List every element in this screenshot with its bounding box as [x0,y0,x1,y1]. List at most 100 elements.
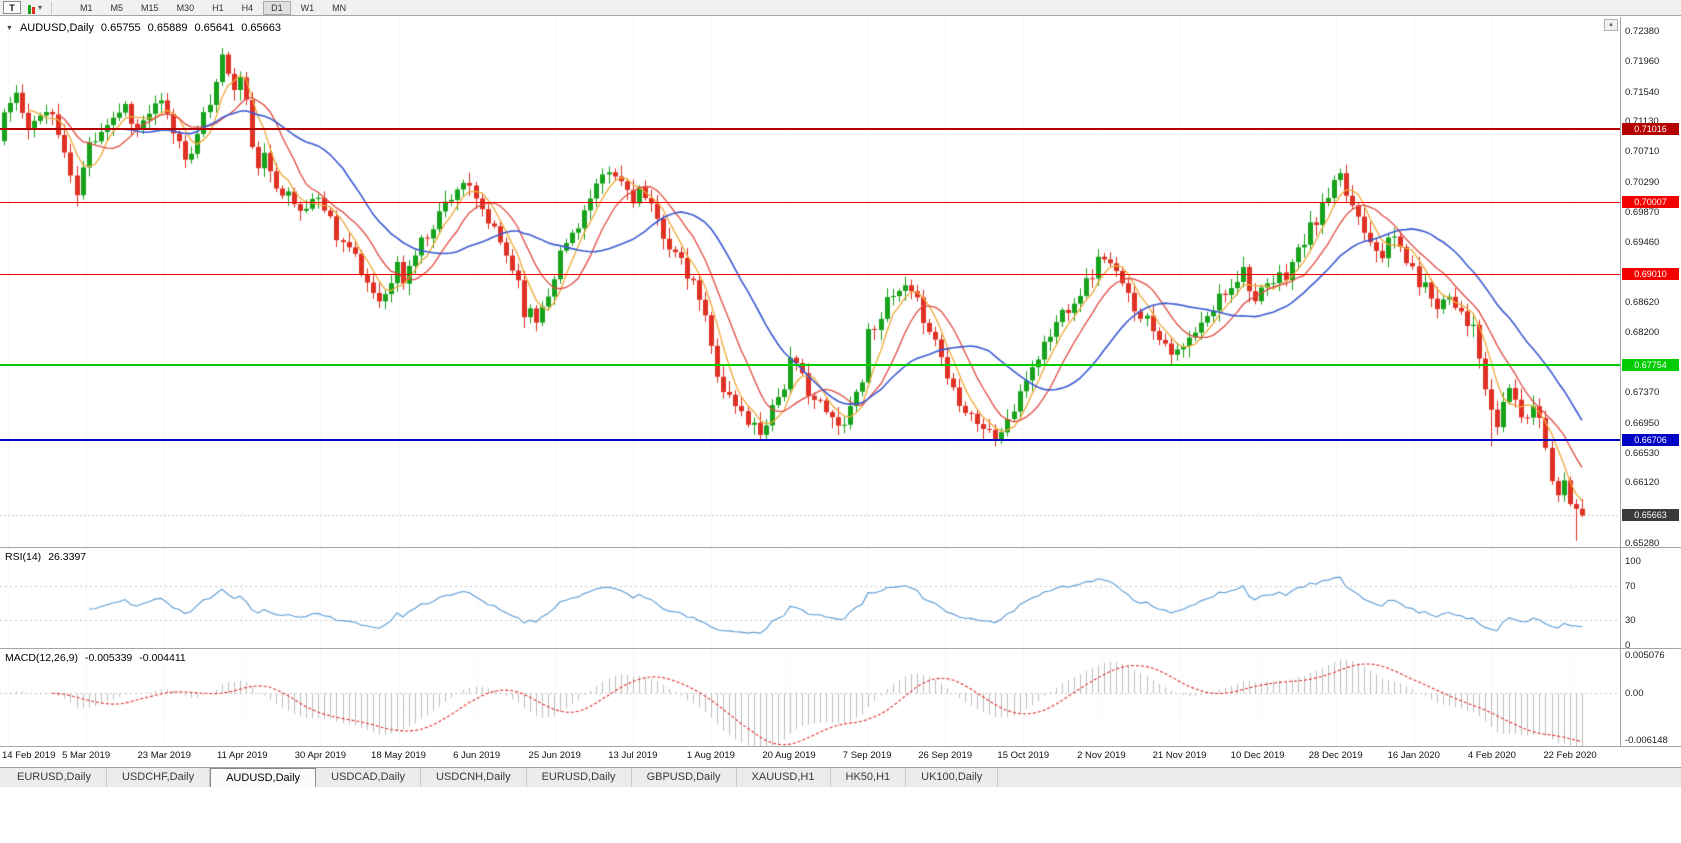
time-axis-label: 15 Oct 2019 [997,750,1050,761]
time-axis-label: 26 Sep 2019 [918,750,973,761]
high-value: 0.65889 [147,22,188,34]
time-axis-label: 18 May 2019 [371,750,426,761]
time-axis-label: 6 Jun 2019 [453,750,501,761]
rsi-header: RSI(14) 26.3397 [5,551,86,563]
time-axis-label: 13 Jul 2019 [608,750,658,761]
price-axis-label: 0.70290 [1625,176,1660,188]
time-axis-label: 23 Mar 2019 [137,750,191,761]
price-axis-label: 0.65280 [1625,538,1660,549]
low-value: 0.65641 [194,22,235,34]
price-axis-label: 0.71130 [1625,116,1659,128]
time-axis-label: 21 Nov 2019 [1152,750,1207,761]
horizontal-line-0.70007[interactable] [0,202,1620,203]
time-axis-label: 5 Mar 2019 [62,750,111,761]
chart-tab-usdchf-daily[interactable]: USDCHF,Daily [107,768,211,787]
rsi-value: 26.3397 [48,551,87,563]
horizontal-line-0.69010[interactable] [0,274,1620,275]
price-axis[interactable]: 0.72380 0.71960 0.71540 0.71130 0.70710 0.702… [1621,0,1681,843]
price-axis-label: 0.67370 [1625,387,1660,399]
timeframe-button-h4[interactable]: H4 [234,1,262,15]
pane-separator[interactable] [0,648,1681,649]
bid-price-tag: 0.65663 [1622,509,1679,521]
chart-tab-hk50-h1[interactable]: HK50,H1 [831,768,907,787]
pane-separator [0,746,1681,747]
price-axis-label: 0.69460 [1625,236,1660,248]
rsi-axis-label: 100 [1625,556,1641,567]
chart-shift-marker[interactable]: ▴ [1604,19,1618,31]
chart-tab-audusd-daily[interactable]: AUDUSD,Daily [210,768,317,787]
hline-price-tag: 0.71016 [1622,123,1679,135]
timeframe-button-mn[interactable]: MN [324,1,354,15]
chart-tab-eurusd-daily[interactable]: EURUSD,Daily [2,768,107,787]
open-value: 0.65755 [100,22,141,34]
time-axis-label: 28 Dec 2019 [1308,750,1363,761]
price-axis-label: 0.72380 [1625,26,1660,37]
time-axis-label: 14 Feb 2019 [2,750,56,761]
price-axis-label: 0.71540 [1625,86,1660,98]
hline-price-tag: 0.66706 [1622,434,1679,446]
time-axis-label: 30 Apr 2019 [294,750,347,761]
chart-tab-gbpusd-daily[interactable]: GBPUSD,Daily [632,768,737,787]
macd-signal-value: -0.004411 [139,652,186,664]
timeframe-button-m30[interactable]: M30 [169,1,203,15]
expand-icon[interactable]: ▼ [6,25,13,32]
time-axis-label: 22 Feb 2020 [1543,750,1597,761]
horizontal-line-0.67754[interactable] [0,364,1620,366]
timeframe-button-w1[interactable]: W1 [293,1,323,15]
macd-indicator-canvas[interactable] [0,649,1620,746]
rsi-axis-label: 30 [1625,614,1636,626]
price-axis-label: 0.69870 [1625,207,1660,218]
chart-tab-eurusd-daily[interactable]: EURUSD,Daily [527,768,632,787]
text-tool-button[interactable]: T [3,1,21,14]
symbol-period-label: AUDUSD,Daily [19,22,94,34]
candlestick-icon [28,5,31,14]
timeframe-button-h1[interactable]: H1 [204,1,232,15]
macd-axis-label: -0.006148 [1625,735,1668,746]
timeframe-button-m5[interactable]: M5 [103,1,132,15]
caret-down-icon: ▾ [38,3,43,12]
pane-separator[interactable] [0,547,1681,548]
macd-axis-label: 0.005076 [1625,650,1665,661]
timeframe-button-d1[interactable]: D1 [263,0,291,15]
price-axis-label: 0.70710 [1625,146,1660,158]
price-axis-label: 0.66120 [1625,477,1660,489]
time-axis-label: 20 Aug 2019 [762,750,816,761]
price-axis-label: 0.68200 [1625,327,1660,339]
toolbar-separator [51,1,53,14]
chart-style-button[interactable]: ▾ [25,1,45,14]
time-axis[interactable]: 14 Feb 2019 5 Mar 2019 23 Mar 2019 11 Apr 2… [0,748,1620,763]
timeframe-button-m15[interactable]: M15 [133,1,167,15]
price-axis-label: 0.68620 [1625,297,1660,309]
axis-separator [1620,17,1621,746]
macd-axis-label: 0.00 [1625,688,1644,700]
macd-label: MACD(12,26,9) [5,652,78,664]
chart-ohlc-header: ▼ AUDUSD,Daily 0.65755 0.65889 0.65641 0… [6,22,281,35]
price-axis-label: 0.66950 [1625,417,1660,429]
close-value: 0.65663 [241,22,281,34]
candlestick-chart-canvas[interactable] [0,17,1620,547]
chart-tab-xauusd-h1[interactable]: XAUUSD,H1 [737,768,831,787]
time-axis-label: 11 Apr 2019 [217,750,268,761]
timeframe-toolbar: T ▾ M1 M5 M15 M30 H1 H4 D1 W1 MN [0,0,1681,16]
time-axis-label: 1 Aug 2019 [686,750,735,761]
time-axis-label: 16 Jan 2020 [1387,750,1440,761]
price-axis-label: 0.71960 [1625,56,1660,68]
chart-tab-usdcad-daily[interactable]: USDCAD,Daily [316,768,422,787]
time-axis-label: 4 Feb 2020 [1467,750,1516,761]
macd-main-value: -0.005339 [84,652,133,664]
timeframe-button-group: M1 M5 M15 M30 H1 H4 D1 W1 MN [72,0,354,15]
rsi-indicator-canvas[interactable] [0,548,1620,648]
time-axis-label: 25 Jun 2019 [528,750,581,761]
time-axis-label: 2 Nov 2019 [1077,750,1126,761]
chart-tab-uk100-daily[interactable]: UK100,Daily [906,768,999,787]
hline-price-tag: 0.69010 [1622,268,1679,280]
time-axis-label: 7 Sep 2019 [842,750,892,761]
rsi-axis-label: 70 [1625,581,1636,593]
chart-tab-bar: EURUSD,Daily USDCHF,Daily AUDUSD,Daily USDC… [0,767,1681,787]
horizontal-line-0.66706[interactable] [0,439,1620,441]
rsi-axis-label: 0 [1625,640,1631,651]
horizontal-line-0.71016[interactable] [0,128,1620,130]
chart-tab-usdcnh-daily[interactable]: USDCNH,Daily [421,768,527,787]
timeframe-button-m1[interactable]: M1 [72,1,101,15]
